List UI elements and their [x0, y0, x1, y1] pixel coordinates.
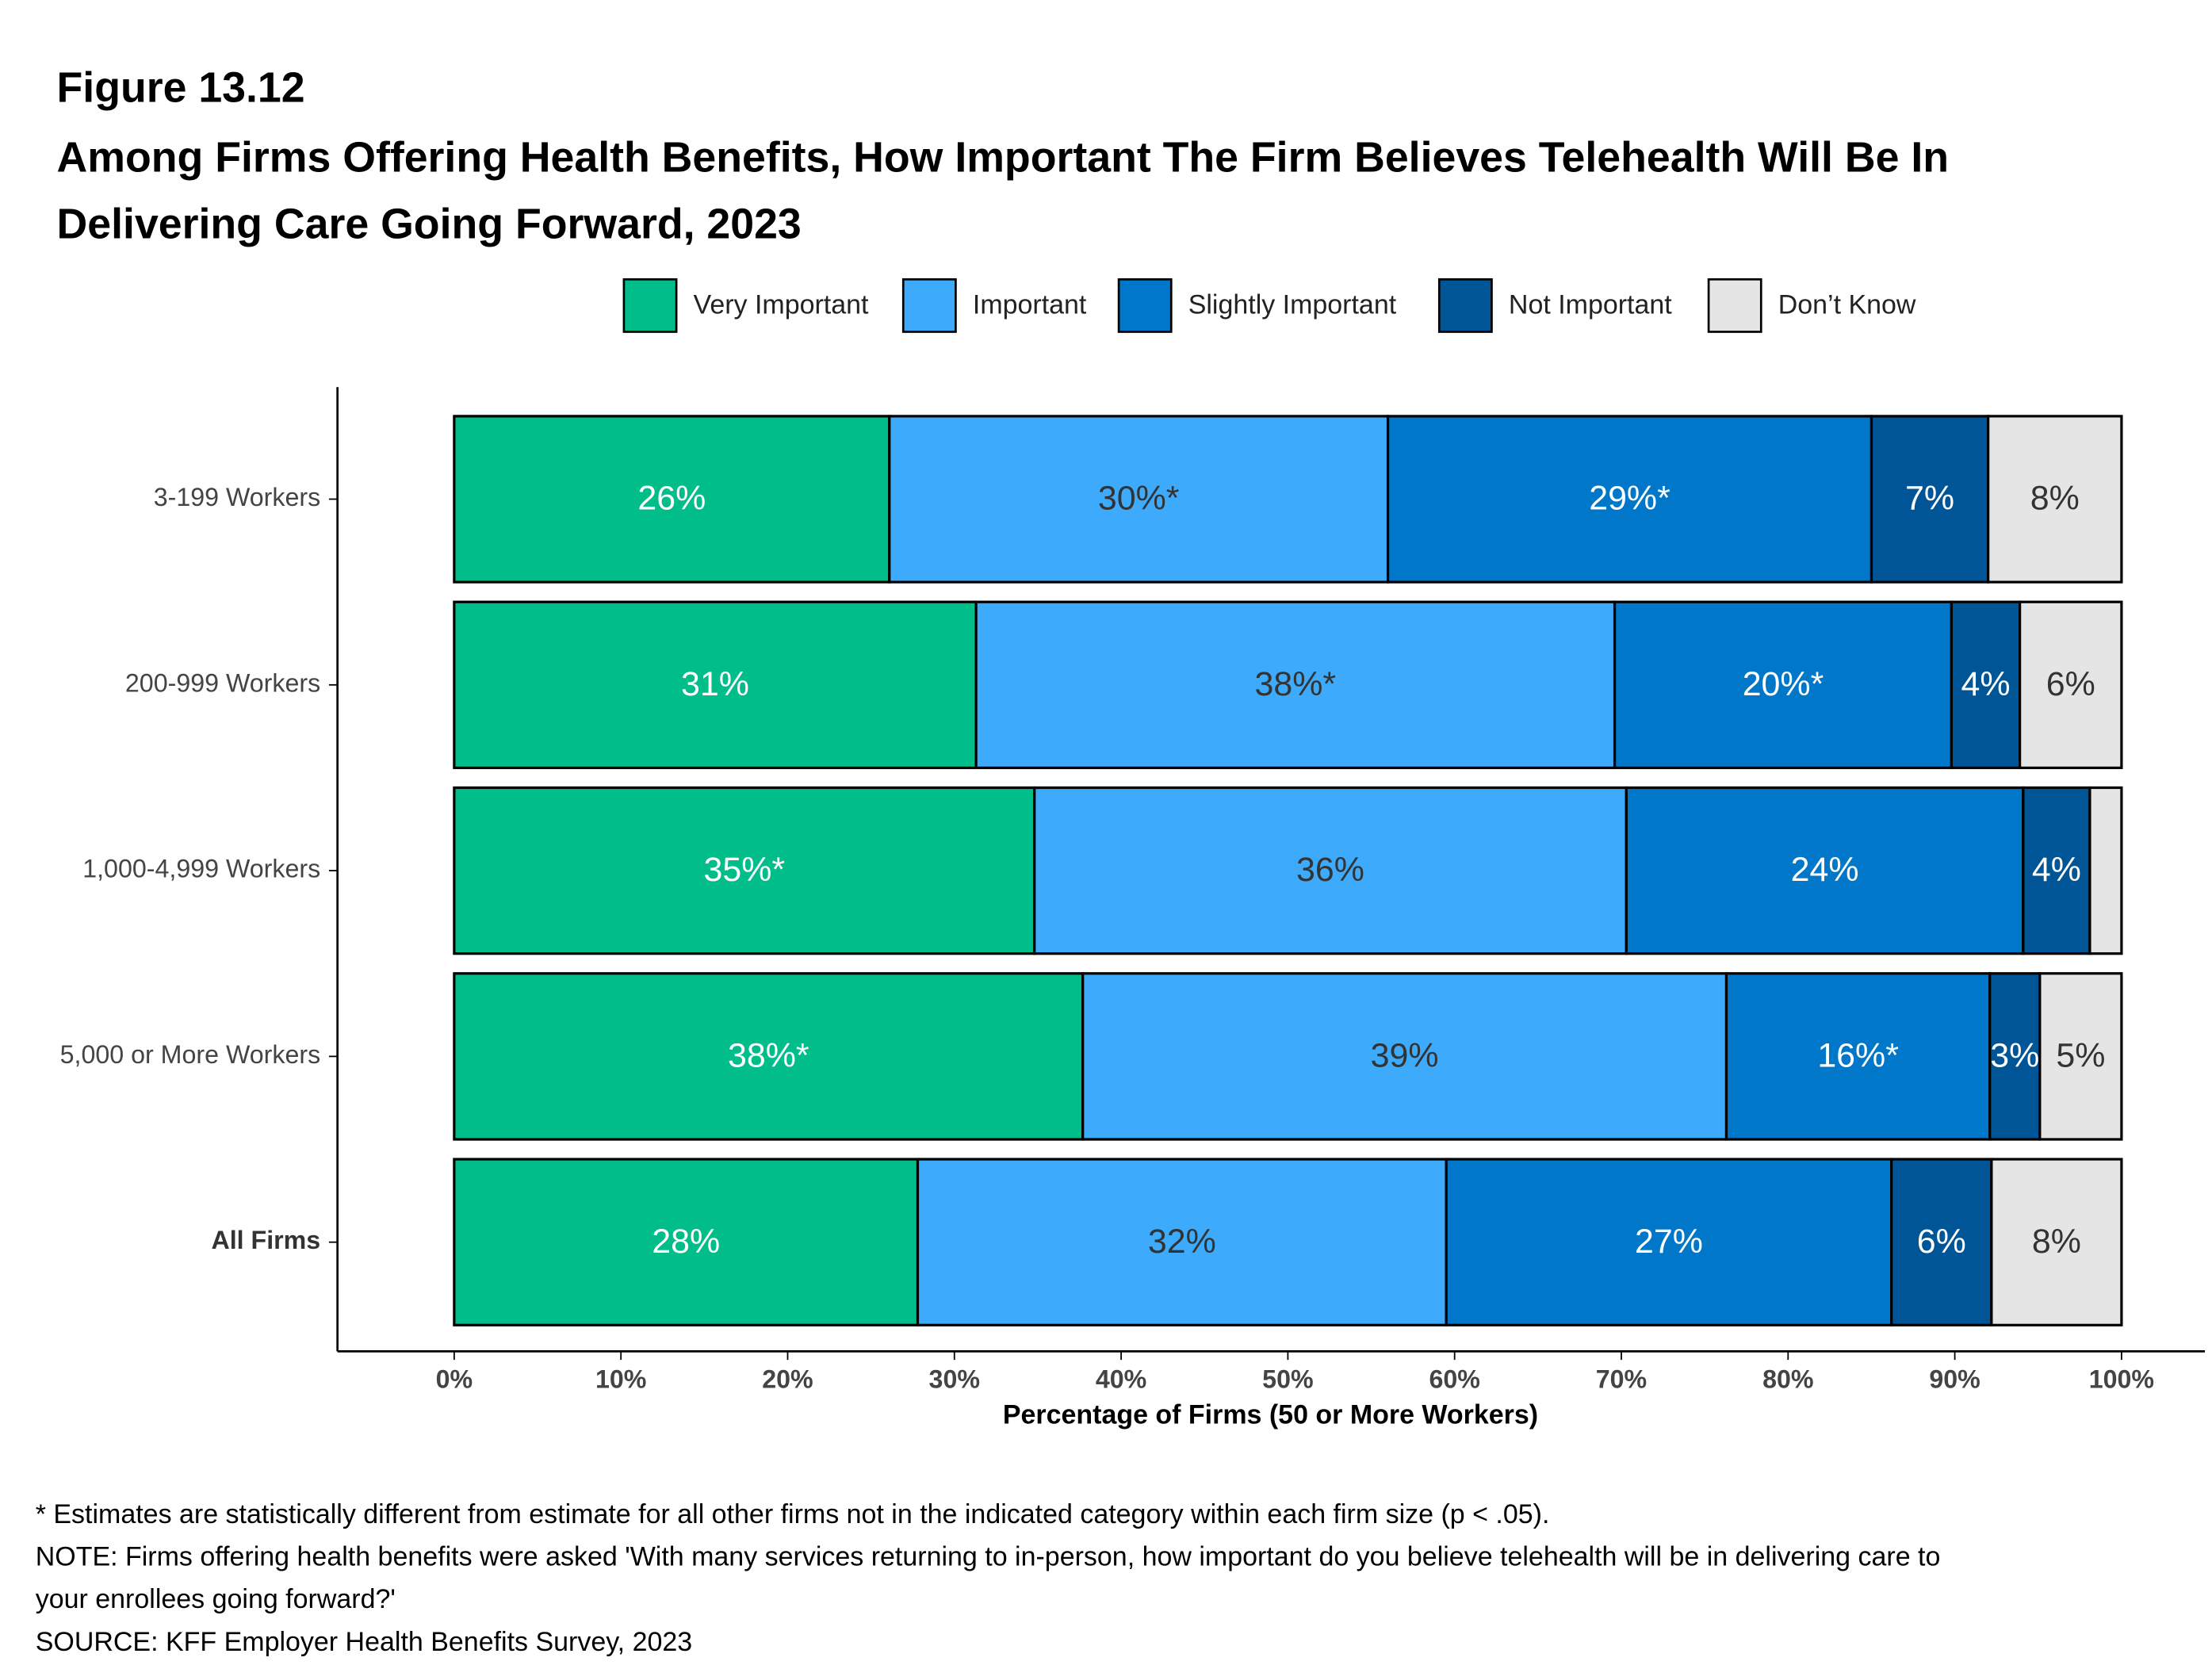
y-tick-label: 200-999 Workers	[125, 668, 320, 697]
bar-segment	[2019, 600, 2123, 770]
value-label: 8%	[2032, 1223, 2081, 1261]
note: NOTE: Firms offering health benefits wer…	[35, 1542, 1941, 1616]
value-label: 5%	[2056, 1037, 2105, 1075]
y-tick-label: 5,000 or More Workers	[60, 1040, 321, 1069]
bar-segment	[974, 600, 1617, 770]
bar-segment	[1987, 415, 2123, 584]
value-label: 27%	[1635, 1223, 1703, 1261]
bar-segment	[453, 1158, 920, 1326]
bar-segment	[916, 1158, 1448, 1326]
legend-label: Not Important	[1509, 289, 1672, 320]
y-tick-label: 1,000-4,999 Workers	[82, 855, 320, 883]
notes-box: * Estimates are statistically different …	[36, 1495, 1978, 1665]
bar-segment	[1033, 786, 1628, 955]
value-label: 4%	[1961, 665, 2010, 703]
x-tick-label: 50%	[1262, 1365, 1313, 1393]
x-tick-label: 30%	[929, 1365, 980, 1393]
bar-segment	[1990, 1158, 2123, 1326]
note: SOURCE: KFF Employer Health Benefits Sur…	[35, 1628, 693, 1658]
bar-segment	[1081, 972, 1728, 1141]
bar-segment	[453, 600, 978, 770]
x-tick-label: 40%	[1096, 1365, 1146, 1393]
value-label: 28%	[652, 1223, 720, 1261]
bar-segment	[1613, 600, 1953, 770]
value-label: 16%*	[1817, 1037, 1899, 1075]
value-label: 36%	[1296, 851, 1364, 889]
value-label: 26%	[637, 480, 706, 518]
value-label: 38%*	[728, 1037, 809, 1075]
value-label: 24%	[1791, 851, 1859, 889]
chart-title: Among Firms Offering Health Benefits, Ho…	[56, 134, 1950, 248]
bar-segment	[1724, 972, 1992, 1141]
value-label: 29%*	[1589, 480, 1670, 518]
x-tick-label: 70%	[1596, 1365, 1647, 1393]
bar-segment	[1988, 972, 2042, 1141]
legend-label: Don’t Know	[1778, 289, 1916, 320]
legend-swatch	[1707, 278, 1762, 333]
bar-segment	[2038, 972, 2123, 1141]
x-tick-label: 80%	[1762, 1365, 1813, 1393]
bar-segment	[453, 786, 1036, 955]
bar-segment	[1950, 600, 2022, 770]
bar-segment	[1386, 415, 1873, 584]
bar-segment	[2022, 786, 2091, 955]
legend-label: Very Important	[694, 289, 869, 320]
legend-swatch	[901, 278, 957, 333]
legend-label: Slightly Important	[1188, 289, 1397, 320]
x-tick-label: 20%	[762, 1365, 813, 1393]
value-label: 39%	[1371, 1037, 1439, 1075]
bar-segment	[1890, 1158, 1993, 1326]
x-axis-title: Percentage of Firms (50 or More Workers)	[1003, 1400, 1538, 1430]
value-label: 20%*	[1743, 665, 1824, 703]
legend-swatch	[622, 278, 678, 333]
bar-segment	[2088, 786, 2123, 955]
note: * Estimates are statistically different …	[35, 1500, 1550, 1530]
value-label: 8%	[2030, 480, 2080, 518]
title-box: Among Firms Offering Health Benefits, Ho…	[56, 134, 1950, 248]
value-label: 6%	[2046, 665, 2095, 703]
x-tick-label: 0%	[436, 1365, 473, 1393]
notes: * Estimates are statistically different …	[36, 1495, 1978, 1665]
x-tick-label: 90%	[1929, 1365, 1980, 1393]
value-label: 7%	[1905, 480, 1954, 518]
value-label: 31%	[681, 665, 749, 703]
value-label: 35%*	[704, 851, 786, 889]
bar-segment	[1445, 1158, 1893, 1326]
y-tick-label: 3-199 Workers	[154, 483, 320, 511]
legend-label: Important	[973, 289, 1087, 320]
bar-segment	[1625, 786, 2025, 955]
x-tick-label: 10%	[595, 1365, 646, 1393]
legend-swatch	[1117, 278, 1173, 333]
y-tick-label: All Firms	[211, 1226, 320, 1254]
x-tick-label: 100%	[2089, 1365, 2154, 1393]
value-label: 3%	[1990, 1037, 2039, 1075]
value-label: 32%	[1148, 1223, 1216, 1261]
x-tick-label: 60%	[1429, 1365, 1479, 1393]
legend-swatch	[1437, 278, 1493, 333]
value-label: 4%	[2032, 851, 2081, 889]
value-label: 38%*	[1255, 665, 1337, 703]
value-label: 6%	[1917, 1223, 1966, 1261]
figure-label: Figure 13.12	[57, 64, 305, 112]
bar-segment	[453, 972, 1085, 1141]
value-label: 30%*	[1098, 480, 1180, 518]
